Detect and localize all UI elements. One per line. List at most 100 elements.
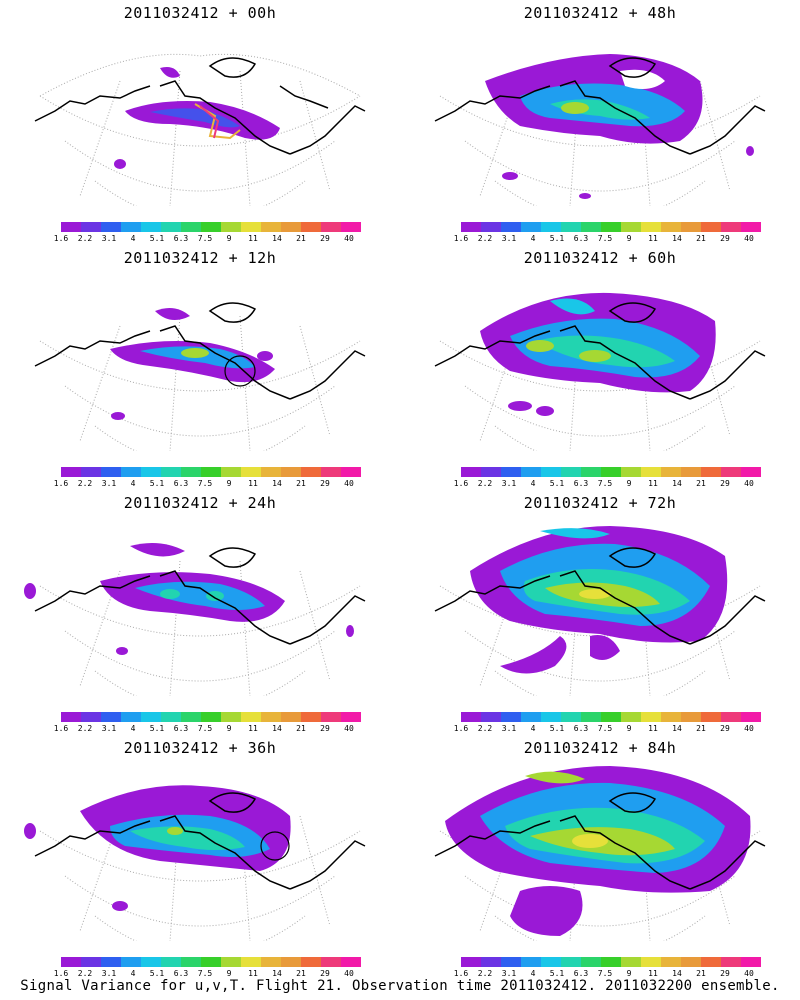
colorbar-swatch [741, 222, 761, 232]
colorbar-swatch [721, 222, 741, 232]
colorbar-tick-label: 21 [696, 479, 706, 488]
colorbar-tick-label: 40 [744, 234, 754, 243]
colorbar-tick-label: 1.6 [53, 724, 69, 733]
panel-36h: 2011032412 + 36h 1.6 2.2 3.1 4 5.1 6.3 7. [0, 735, 400, 980]
colorbar-swatch [221, 712, 241, 722]
colorbar-swatch [481, 222, 501, 232]
colorbar-swatch [81, 222, 101, 232]
colorbar-swatch [281, 712, 301, 722]
colorbar-swatch [461, 467, 481, 477]
colorbar-swatch [221, 467, 241, 477]
panel-title: 2011032412 + 84h [523, 739, 677, 757]
colorbar-swatch [621, 957, 641, 967]
colorbar-tick-label: 11 [648, 724, 658, 733]
colorbar-swatch [461, 957, 481, 967]
colorbar-tick-label: 9 [626, 234, 632, 243]
colorbar-swatch [681, 222, 701, 232]
colorbar [61, 712, 361, 722]
colorbar-swatch [641, 222, 661, 232]
colorbar-swatch [601, 222, 621, 232]
variance-map-84h [434, 766, 766, 941]
colorbar-swatch [541, 957, 561, 967]
colorbar-swatch [301, 467, 321, 477]
colorbar-swatch [461, 222, 481, 232]
panel-title: 2011032412 + 60h [523, 249, 677, 267]
colorbar-tick-label: 14 [672, 479, 682, 488]
colorbar-tick-label: 9 [226, 724, 232, 733]
colorbar-swatch [121, 712, 141, 722]
colorbar-tick-label: 4 [130, 969, 136, 978]
colorbar-tick-label: 40 [344, 969, 354, 978]
colorbar-swatch [181, 957, 201, 967]
colorbar-swatch [581, 467, 601, 477]
colorbar [61, 222, 361, 232]
colorbar-tick-label: 4 [530, 969, 536, 978]
colorbar-tick-label: 11 [648, 479, 658, 488]
colorbar-tick-label: 9 [626, 969, 632, 978]
variance-field [114, 67, 280, 169]
colorbar-swatch [241, 957, 261, 967]
colorbar-tick-label: 21 [696, 969, 706, 978]
colorbar-swatch [61, 467, 81, 477]
colorbar-swatch [121, 957, 141, 967]
colorbar-tick-label: 9 [626, 724, 632, 733]
colorbar-tick-label: 3.1 [101, 969, 117, 978]
colorbar-swatch [601, 957, 621, 967]
colorbar-tick-label: 9 [226, 479, 232, 488]
colorbar-tick-label: 11 [648, 234, 658, 243]
colorbar-tick-label: 21 [296, 969, 306, 978]
colorbar-swatch [501, 222, 521, 232]
colorbar-tick-label: 21 [696, 234, 706, 243]
coastlines [434, 547, 766, 645]
variance-map-72h [434, 526, 766, 696]
colorbar-swatch [261, 222, 281, 232]
colorbar-swatch [341, 957, 361, 967]
colorbar-tick-label: 1.6 [453, 724, 469, 733]
coastlines [34, 302, 366, 400]
panel-title: 2011032412 + 12h [123, 249, 277, 267]
panel-84h: 2011032412 + 84h 1.6 2.2 3.1 4 5.1 6.3 [400, 735, 800, 980]
colorbar-tick-label: 29 [720, 969, 730, 978]
colorbar-tick-label: 21 [696, 724, 706, 733]
colorbar-swatch [101, 712, 121, 722]
colorbar-tick-label: 40 [344, 479, 354, 488]
colorbar-tick-label: 9 [226, 234, 232, 243]
colorbar-tick-label: 6.3 [173, 724, 189, 733]
colorbar-swatch [541, 467, 561, 477]
colorbar-tick-label: 7.5 [197, 724, 213, 733]
colorbar-tick-label: 1.6 [53, 234, 69, 243]
colorbar-tick-label: 6.3 [573, 479, 589, 488]
colorbar-tick-label: 14 [672, 234, 682, 243]
colorbar-swatch [61, 712, 81, 722]
colorbar-tick-label: 1.6 [53, 479, 69, 488]
colorbar-tick-label: 5.1 [549, 724, 565, 733]
panel-12h: 2011032412 + 12h 1.6 2.2 3.1 4 5.1 6.3 7. [0, 245, 400, 490]
colorbar-swatch [81, 712, 101, 722]
colorbar-swatch [701, 222, 721, 232]
colorbar-tick-label: 2.2 [77, 234, 93, 243]
colorbar-tick-label: 5.1 [149, 479, 165, 488]
colorbar-swatch [661, 222, 681, 232]
panel-title: 2011032412 + 00h [123, 4, 277, 22]
colorbar-tick-label: 5.1 [549, 969, 565, 978]
colorbar-swatch [121, 467, 141, 477]
variance-field [470, 526, 728, 674]
panel-title: 2011032412 + 48h [523, 4, 677, 22]
colorbar-tick-label: 2.2 [477, 969, 493, 978]
colorbar-tick-label: 29 [320, 969, 330, 978]
colorbar-tick-label: 2.2 [77, 969, 93, 978]
variance-field [24, 542, 354, 655]
colorbar-swatch [281, 222, 301, 232]
colorbar-tick-label: 11 [648, 969, 658, 978]
variance-field [445, 766, 751, 936]
colorbar-swatch [641, 957, 661, 967]
colorbar-swatch [481, 467, 501, 477]
coastlines [434, 57, 766, 155]
colorbar-swatch [581, 957, 601, 967]
colorbar-tick-label: 3.1 [501, 969, 517, 978]
colorbar-swatch [221, 957, 241, 967]
colorbar [461, 957, 761, 967]
colorbar-tick-label: 7.5 [597, 234, 613, 243]
map-grid [39, 805, 361, 941]
colorbar-tick-label: 7.5 [597, 969, 613, 978]
